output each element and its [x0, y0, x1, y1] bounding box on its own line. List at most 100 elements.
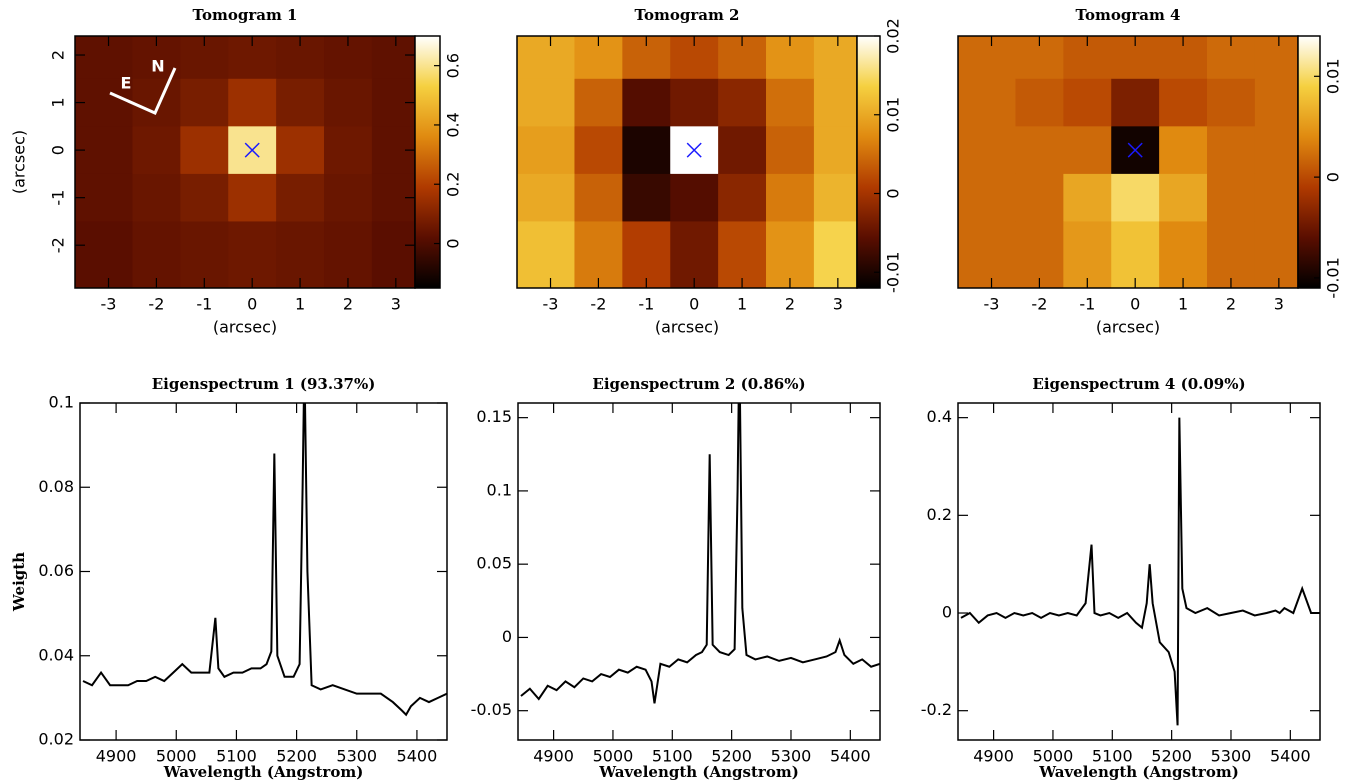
heat-cell [276, 221, 325, 289]
heat-cell [1207, 78, 1256, 127]
panel-title: Tomogram 1 [193, 6, 298, 24]
x-tick-label: -1 [1079, 295, 1095, 314]
y-tick-label: 0.1 [49, 393, 74, 412]
x-tick-label: -2 [1031, 295, 1047, 314]
heat-cell [75, 36, 133, 80]
heat-cell [1159, 126, 1208, 175]
heat-cell [1063, 221, 1112, 289]
y-tick-label: -0.05 [471, 700, 512, 719]
heat-cell [1015, 78, 1064, 127]
x-tick-label: 5000 [593, 747, 634, 766]
heat-cell [132, 221, 181, 289]
heat-cell [670, 173, 719, 222]
heat-cell [132, 126, 181, 175]
heat-cell [766, 221, 815, 289]
heat-cell [958, 126, 1016, 175]
panel-title: Eigenspectrum 2 (0.86%) [592, 375, 805, 393]
y-tick-label: 0.04 [38, 645, 74, 664]
compass-label: N [151, 57, 164, 76]
plot-frame [517, 402, 881, 741]
heat-cell [180, 173, 229, 222]
heat-cell [1207, 126, 1256, 175]
heat-cell [228, 173, 277, 222]
y-tick-label: -0.2 [921, 700, 952, 719]
y-tick-label: 1 [49, 97, 68, 107]
center-marker [686, 142, 702, 158]
colorbar-tick-label: 0.01 [884, 97, 903, 133]
heat-cell [276, 126, 325, 175]
x-tick-label: -2 [148, 295, 164, 314]
y-tick-label: 0.4 [927, 407, 952, 426]
heat-cell [574, 78, 623, 127]
colorbar-tick-label: 0.6 [444, 53, 463, 78]
heat-cell [1254, 221, 1299, 289]
heat-cell [1254, 36, 1299, 80]
x-tick-label: 1 [737, 295, 747, 314]
x-tick-label: 5300 [771, 747, 812, 766]
heat-cell [958, 36, 1016, 80]
heat-cell [813, 221, 858, 289]
heat-cell [574, 221, 623, 289]
x-tick-label: 3 [1274, 295, 1284, 314]
heat-cell [670, 221, 719, 289]
heat-cell [228, 221, 277, 289]
plot-frame [957, 402, 1321, 741]
x-tick-label: 2 [785, 295, 795, 314]
x-tick-label: 0 [1130, 295, 1140, 314]
y-tick-label: 0.08 [38, 477, 74, 496]
colorbar [856, 35, 881, 289]
heat-cell [1254, 173, 1299, 222]
x-tick-label: 0 [689, 295, 699, 314]
heat-cell [132, 173, 181, 222]
heat-cell [1063, 126, 1112, 175]
x-tick-label: 5100 [652, 747, 693, 766]
panel-title: Tomogram 2 [635, 6, 740, 24]
x-tick-label: 4900 [96, 747, 137, 766]
x-tick-label: 5400 [830, 747, 871, 766]
x-tick-label: -3 [543, 295, 559, 314]
heat-cell [324, 221, 373, 289]
heat-cell [1159, 221, 1208, 289]
heat-cell [813, 173, 858, 222]
heat-cell [1015, 173, 1064, 222]
colorbar-tick-label: 0 [884, 188, 903, 198]
heat-cell [371, 36, 416, 80]
colorbar [414, 35, 441, 289]
y-tick-label: 0.15 [476, 407, 512, 426]
heat-cell [766, 173, 815, 222]
heat-cell [180, 221, 229, 289]
heat-cell [574, 126, 623, 175]
heat-cell [371, 221, 416, 289]
heat-cell [1207, 173, 1256, 222]
colorbar-tick-label: -0.01 [884, 252, 903, 293]
heat-cell [75, 221, 133, 289]
heat-cell [1111, 78, 1160, 127]
heat-cell [718, 173, 767, 222]
panel-title: Eigenspectrum 1 (93.37%) [152, 375, 376, 393]
plot-frame [79, 402, 448, 741]
heat-cell [574, 173, 623, 222]
x-tick-label: -3 [101, 295, 117, 314]
colorbar-tick-label: 0.2 [444, 172, 463, 197]
y-tick-label: 0.2 [927, 505, 952, 524]
x-tick-label: 5400 [1270, 747, 1311, 766]
y-tick-label: 0.06 [38, 561, 74, 580]
x-tick-label: 5200 [276, 747, 317, 766]
y-tick-label: 0 [942, 603, 952, 622]
x-axis-label: (arcsec) [655, 318, 719, 337]
spectrum-line [520, 403, 880, 704]
x-tick-label: -2 [590, 295, 606, 314]
heat-cell [958, 221, 1016, 289]
x-tick-label: 0 [247, 295, 257, 314]
heat-cell [276, 78, 325, 127]
panel-title: Tomogram 4 [1076, 6, 1181, 24]
colorbar-tick-label: 0 [1324, 172, 1343, 182]
colorbar-tick-label: 0 [444, 238, 463, 248]
colorbar-tick-label: -0.01 [1324, 257, 1343, 298]
heat-cell [958, 173, 1016, 222]
x-tick-label: -1 [638, 295, 654, 314]
x-axis-label: Wavelength (Angstrom) [598, 763, 799, 781]
spectrum-line [82, 403, 447, 717]
x-tick-label: 5000 [1033, 747, 1074, 766]
x-tick-label: 5100 [216, 747, 257, 766]
